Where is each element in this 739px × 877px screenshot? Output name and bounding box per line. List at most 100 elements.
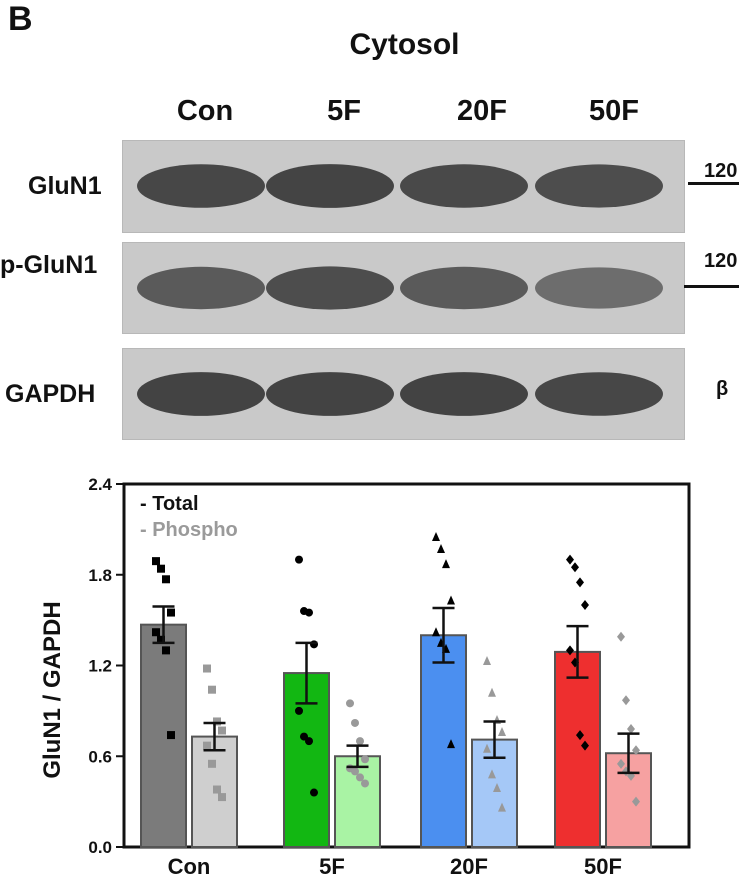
point-1-1-7 (361, 779, 369, 788)
panel-label: B (8, 0, 33, 38)
y-tick-label-2: 1.2 (88, 657, 112, 676)
blot-band-1-1 (266, 266, 394, 310)
point-1-2-0 (483, 655, 491, 665)
data-points (152, 531, 640, 812)
point-0-1-3 (310, 640, 318, 649)
point-1-0-6 (213, 785, 221, 794)
point-0-3-0 (566, 554, 574, 565)
blot-band-0-2 (400, 164, 528, 208)
x-axis: Con 5F 20F 50F (168, 854, 622, 877)
point-1-1-1 (351, 718, 359, 727)
point-0-1-2 (305, 608, 313, 617)
point-0-3-7 (581, 740, 589, 751)
point-1-3-2 (627, 724, 635, 735)
row-label-gapdh: GAPDH (5, 380, 96, 408)
blot-band-2-0 (137, 372, 265, 416)
point-1-0-7 (218, 793, 226, 802)
bar-total-50f (554, 650, 601, 848)
point-1-2-5 (488, 769, 496, 779)
blot-band-1-2 (400, 266, 528, 310)
blot-strip-p-gluN1 (122, 242, 685, 334)
point-1-0-5 (208, 759, 216, 768)
point-0-2-1 (437, 544, 445, 554)
point-1-2-1 (488, 687, 496, 697)
point-0-1-7 (310, 788, 318, 797)
blot-band-0-3 (535, 164, 663, 208)
point-0-0-0 (152, 557, 160, 566)
y-axis: 0.0 0.6 1.2 1.8 2.4 (88, 475, 124, 857)
point-0-0-6 (162, 646, 170, 655)
blot-band-2-3 (535, 372, 663, 416)
point-1-2-4 (483, 743, 491, 753)
point-0-0-4 (152, 628, 160, 637)
point-0-0-7 (167, 731, 175, 740)
point-0-0-3 (167, 608, 175, 617)
blot-band-1-3 (535, 267, 663, 309)
point-0-2-4 (432, 627, 440, 637)
point-1-2-6 (493, 783, 501, 793)
point-1-0-4 (203, 741, 211, 750)
point-0-3-2 (576, 577, 584, 588)
bars (140, 623, 652, 849)
point-1-0-0 (203, 664, 211, 673)
error-bars (152, 605, 640, 775)
point-1-0-3 (218, 726, 226, 735)
marker-line-gluN1 (688, 182, 739, 185)
point-0-1-0 (295, 555, 303, 564)
blot-band-1-0 (137, 266, 265, 310)
point-0-0-2 (162, 575, 170, 584)
row-label-gluN1: GluN1 (28, 172, 102, 200)
point-0-2-7 (447, 739, 455, 749)
point-1-0-1 (208, 685, 216, 694)
legend-phospho: - Phospho (140, 519, 238, 541)
blot-band-0-1 (266, 164, 394, 208)
blot-bands-gluN1 (137, 164, 663, 208)
point-0-0-5 (157, 635, 165, 644)
lane-label-5f: 5F (327, 95, 361, 127)
point-1-1-3 (361, 755, 369, 764)
marker-line-p-gluN1 (684, 285, 739, 288)
point-0-1-6 (305, 737, 313, 746)
blot-title: Cytosol (349, 28, 460, 61)
point-0-2-0 (432, 531, 440, 541)
blot-band-2-2 (400, 372, 528, 416)
blot-bands-p-gluN1 (137, 266, 663, 310)
point-1-2-7 (498, 802, 506, 812)
x-tick-label-con: Con (168, 854, 211, 877)
y-axis-label: GluN1 / GAPDH (39, 601, 66, 778)
point-0-3-3 (581, 600, 589, 610)
blot-strip-gapdh (122, 348, 685, 440)
x-tick-label-20f: 20F (450, 854, 488, 877)
y-tick-label-3: 1.8 (88, 566, 112, 585)
point-1-3-0 (617, 631, 625, 642)
y-tick-label-0: 0.0 (88, 838, 112, 857)
blot-band-0-0 (137, 164, 265, 208)
point-0-3-4 (566, 645, 574, 656)
point-0-1-4 (295, 706, 303, 715)
x-tick-label-50f: 50F (584, 854, 622, 877)
blot-strip-gluN1 (122, 140, 685, 233)
y-tick-label-1: 0.6 (88, 747, 112, 766)
bar-total-20f (420, 634, 467, 848)
point-1-0-2 (213, 717, 221, 726)
point-1-1-2 (356, 737, 364, 746)
point-1-3-6 (627, 770, 635, 781)
bar-total-5f (283, 672, 330, 848)
point-0-2-2 (442, 559, 450, 569)
row-label-p-gluN1: p-GluN1 (0, 251, 98, 279)
point-1-1-6 (356, 773, 364, 782)
lane-label-con: Con (176, 95, 234, 127)
point-1-2-3 (498, 727, 506, 737)
y-tick-label-4: 2.4 (88, 475, 112, 494)
legend-total: - Total (140, 493, 199, 515)
lane-label-50f: 50F (589, 95, 639, 127)
blot-band-2-1 (266, 372, 394, 416)
point-1-1-0 (346, 699, 354, 708)
point-1-3-1 (622, 695, 630, 706)
marker-p-gluN1: 120 (704, 250, 738, 272)
point-1-3-4 (617, 758, 625, 769)
marker-gapdh: β (716, 378, 729, 400)
marker-gluN1: 120 (704, 160, 738, 182)
x-tick-label-5f: 5F (319, 854, 345, 877)
point-1-1-5 (351, 767, 359, 776)
